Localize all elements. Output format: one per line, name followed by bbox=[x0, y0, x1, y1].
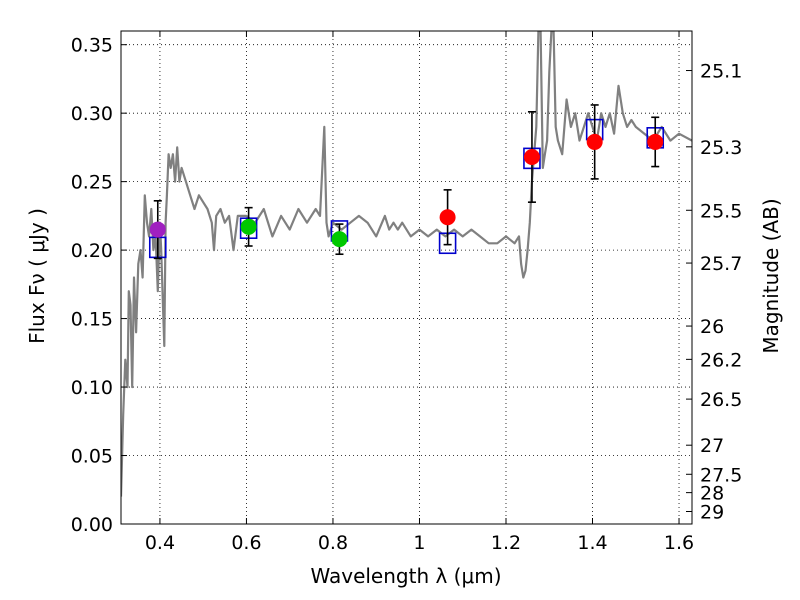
x-tick-label: 0.8 bbox=[318, 532, 348, 554]
magnitude-tick-label: 29 bbox=[700, 502, 724, 524]
y-axis-label: Flux Fν ( μJy ) bbox=[25, 208, 49, 344]
observed-points-layer bbox=[149, 104, 664, 260]
magnitude-tick-label: 27 bbox=[700, 435, 724, 457]
observed-flux-point bbox=[586, 133, 603, 150]
y-tick-label: 0.10 bbox=[71, 377, 113, 399]
x-tick-label: 1.6 bbox=[664, 532, 694, 554]
y-tick-label: 0.25 bbox=[71, 172, 113, 194]
plot-frame bbox=[120, 30, 693, 525]
x-tick-label: 0.4 bbox=[145, 532, 175, 554]
magnitude-tick-label: 27.5 bbox=[700, 464, 742, 486]
x-tick-label: 1.2 bbox=[491, 532, 521, 554]
magnitude-tick-label: 26.2 bbox=[700, 349, 742, 371]
magnitude-tick-label: 25.3 bbox=[700, 137, 742, 159]
magnitude-tick-label: 25.5 bbox=[700, 200, 742, 222]
x-tick-label: 0.6 bbox=[231, 532, 261, 554]
model-photometry-layer bbox=[148, 118, 665, 259]
y-tick-label: 0.15 bbox=[71, 309, 113, 331]
x-tick-label: 1 bbox=[413, 532, 425, 554]
y-tick-label: 0.00 bbox=[71, 514, 113, 536]
x-axis-label: Wavelength λ (μm) bbox=[310, 564, 501, 588]
y-tick-label: 0.20 bbox=[71, 240, 113, 262]
y-tick-label: 0.30 bbox=[71, 103, 113, 125]
magnitude-tick-label: 25.7 bbox=[700, 253, 742, 275]
magnitude-tick-label: 26.5 bbox=[700, 389, 742, 411]
sed-model-line bbox=[121, 31, 692, 497]
x-axis-ticks: 0.4 0.6 0.8 1 1.2 1.4 1.6 bbox=[145, 31, 694, 554]
magnitude-tick-label: 25.1 bbox=[700, 61, 742, 83]
observed-flux-point bbox=[647, 133, 664, 150]
y-axis-ticks: 0.00 0.05 0.10 0.15 0.20 0.25 0.30 0.35 bbox=[71, 35, 127, 536]
observed-flux-point bbox=[523, 148, 540, 165]
observed-flux-point bbox=[331, 231, 348, 248]
magnitude-tick-label: 28 bbox=[700, 483, 724, 505]
observed-flux-point bbox=[439, 209, 456, 226]
observed-flux-point bbox=[149, 221, 166, 238]
y-tick-label: 0.05 bbox=[71, 446, 113, 468]
x-tick-label: 1.4 bbox=[577, 532, 607, 554]
grid-lines bbox=[121, 31, 692, 525]
observed-flux-point bbox=[240, 218, 257, 235]
y-tick-label: 0.35 bbox=[71, 35, 113, 57]
sed-model-layer bbox=[121, 31, 692, 497]
magnitude-tick-label: 26 bbox=[700, 316, 724, 338]
magnitude-axis-label: Magnitude (AB) bbox=[759, 198, 783, 353]
